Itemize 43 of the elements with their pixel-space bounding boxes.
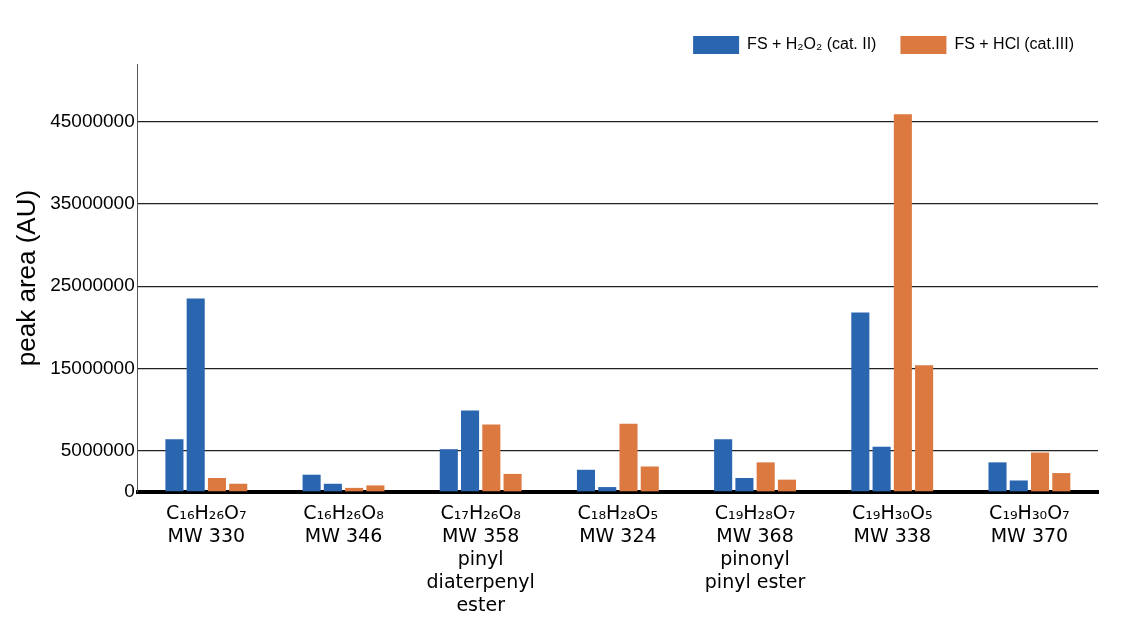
bar <box>207 478 226 492</box>
bar <box>872 446 891 492</box>
bar <box>503 473 522 492</box>
bar <box>482 424 501 492</box>
bar <box>640 466 659 492</box>
bar <box>777 479 796 492</box>
y-tick-label: 45000000 <box>50 109 135 131</box>
bar <box>735 478 754 492</box>
bar <box>186 298 205 492</box>
bar <box>756 462 775 492</box>
x-tick-label: C₁₉H₂₈O₇ MW 368 pinonyl pinyl ester <box>704 501 806 592</box>
bar <box>439 449 458 492</box>
y-axis-title: peak area (AU) <box>10 189 41 367</box>
y-tick-label: 15000000 <box>50 356 135 378</box>
bar <box>165 439 184 492</box>
y-tick-label: 35000000 <box>50 192 135 214</box>
bar <box>893 114 912 492</box>
bar <box>323 483 342 492</box>
x-tick-label: C₁₉H₃₀O₇ MW 370 <box>989 501 1070 547</box>
x-tick-label: C₁₆H₂₆O₇ MW 330 <box>166 501 247 547</box>
x-tick-label: C₁₆H₂₆O₈ MW 346 <box>303 501 384 547</box>
bar <box>988 462 1007 492</box>
bar <box>302 474 321 492</box>
bar <box>1009 480 1028 492</box>
bar <box>619 423 638 492</box>
bar <box>366 485 385 492</box>
bar <box>1031 452 1050 492</box>
y-tick-label: 25000000 <box>50 274 135 296</box>
x-tick-label: C₁₈H₂₈O₅ MW 324 <box>577 501 659 547</box>
legend-label: FS + H₂O₂ (cat. II) <box>747 35 877 53</box>
bar <box>461 410 480 492</box>
bar <box>229 483 248 492</box>
x-tick-label: C₁₇H₂₆O₈ MW 358 pinyl diaterpenyl ester <box>426 501 535 615</box>
bar <box>598 487 617 492</box>
bar <box>915 365 934 492</box>
bar <box>851 312 870 492</box>
bar <box>714 439 733 492</box>
y-tick-label: 5000000 <box>60 439 135 461</box>
y-tick-label: 0 <box>124 480 135 502</box>
bar <box>1052 473 1071 492</box>
bar <box>576 469 596 492</box>
legend-label: FS + HCl (cat.III) <box>954 35 1075 53</box>
x-tick-label: C₁₉H₃₀O₅ MW 338 <box>851 501 933 547</box>
